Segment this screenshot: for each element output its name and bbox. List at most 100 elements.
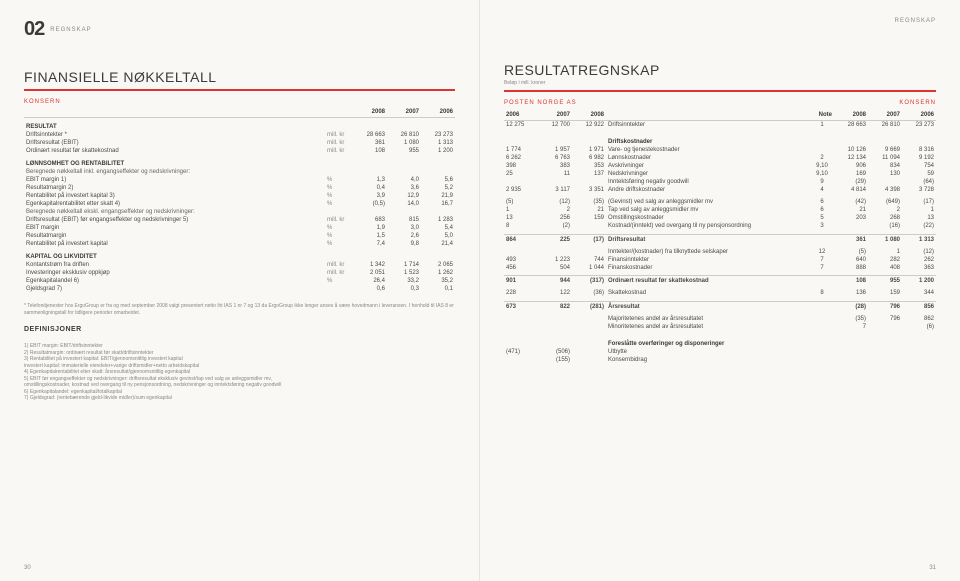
section-label-right: REGNSKAP bbox=[895, 18, 936, 24]
cell: 0,6 bbox=[353, 285, 387, 293]
row-label: Resultatmargin bbox=[24, 232, 325, 240]
page-number-02: 02 bbox=[24, 18, 44, 41]
row-label: Inntektsføring negativ goodwill bbox=[606, 178, 810, 186]
row-label: (Gevinst) ved salg av anleggsmidler mv bbox=[606, 198, 810, 206]
cell: 0,4 bbox=[353, 184, 387, 192]
footnote: * Telefonitjenester hos ErgoGroup er fra… bbox=[24, 303, 455, 316]
cell: 5,4 bbox=[421, 224, 455, 232]
row-unit: % bbox=[325, 176, 353, 184]
cell: 1,3 bbox=[353, 176, 387, 184]
row-unit: % bbox=[325, 200, 353, 208]
col-year: 2006 bbox=[421, 108, 455, 118]
row-label: Kontantstrøm fra driften bbox=[24, 261, 325, 269]
note-ref: 1 bbox=[810, 121, 834, 130]
row-label: EBIT margin bbox=[24, 224, 325, 232]
row-label: Ordinært resultat før skattekostnad bbox=[606, 276, 810, 286]
note-ref bbox=[810, 315, 834, 323]
cell: 1 523 bbox=[387, 269, 421, 277]
row-label: Driftsresultat bbox=[606, 234, 810, 244]
cell: 23 273 bbox=[421, 131, 455, 139]
row-label: Vare- og tjenestekostnader bbox=[606, 146, 810, 154]
row-label: Lønnskostnader bbox=[606, 154, 810, 162]
cell: 16,7 bbox=[421, 200, 455, 208]
cell: 1,9 bbox=[353, 224, 387, 232]
row-label: Avskrivninger bbox=[606, 162, 810, 170]
cell: 5,6 bbox=[421, 176, 455, 184]
row-label: Minoritetenes andel av årsresultatet bbox=[606, 323, 810, 331]
row-unit: mill. kr bbox=[325, 131, 353, 139]
row-label: EBIT margin 1) bbox=[24, 176, 325, 184]
cell: 1 200 bbox=[421, 147, 455, 155]
row-label: Omstillingskostnader bbox=[606, 214, 810, 222]
row-label: Utbytte bbox=[606, 348, 810, 356]
cell: 35,2 bbox=[421, 277, 455, 285]
col-year: 2007 bbox=[387, 108, 421, 118]
row-label: Foreslåtte overføringer og disponeringer bbox=[606, 335, 810, 348]
row-label: Kostnad/(inntekt) ved overgang til ny pe… bbox=[606, 222, 810, 230]
row-label: Inntekter/(kostnader) fra tilknyttede se… bbox=[606, 248, 810, 256]
note-ref bbox=[810, 146, 834, 154]
row-label: Finansinntekter bbox=[606, 256, 810, 264]
row-label: Egenkapitalrentabilitet etter skatt 4) bbox=[24, 200, 325, 208]
page-title-right: RESULTATREGNSKAP bbox=[504, 62, 660, 78]
cell: 14,0 bbox=[387, 200, 421, 208]
cell: 33,2 bbox=[387, 277, 421, 285]
cell: 1 283 bbox=[421, 216, 455, 224]
row-label: Andre driftskostnader bbox=[606, 186, 810, 194]
row-unit: mill. kr bbox=[325, 139, 353, 147]
cell: 21,9 bbox=[421, 192, 455, 200]
section-subheading: Beregnede nøkkeltall ekskl. engangseffek… bbox=[24, 208, 455, 216]
cell: 1 080 bbox=[387, 139, 421, 147]
note-ref bbox=[810, 335, 834, 348]
note-ref: 7 bbox=[810, 264, 834, 272]
key-figures-table: 2008 2007 2006 RESULTATDriftsinntekter *… bbox=[24, 108, 455, 293]
row-label: Driftsinntekter bbox=[606, 121, 810, 130]
cell: 5,0 bbox=[421, 232, 455, 240]
row-label: Egenkapitalandel 6) bbox=[24, 277, 325, 285]
title-row-right: RESULTATREGNSKAP Beløp i mill. kroner bbox=[504, 62, 936, 92]
cell: 1 262 bbox=[421, 269, 455, 277]
row-label: Driftsresultat (EBIT) før engangseffekte… bbox=[24, 216, 325, 224]
note-ref: 3 bbox=[810, 222, 834, 230]
row-unit bbox=[325, 285, 353, 293]
cell: 4,0 bbox=[387, 176, 421, 184]
row-unit: % bbox=[325, 184, 353, 192]
cell: 12,9 bbox=[387, 192, 421, 200]
row-unit: % bbox=[325, 224, 353, 232]
cell: 815 bbox=[387, 216, 421, 224]
note-ref: 5 bbox=[810, 214, 834, 222]
row-label: Driftskostnader bbox=[606, 133, 810, 146]
cell: 683 bbox=[353, 216, 387, 224]
note-ref: 4 bbox=[810, 186, 834, 194]
konsern-label: KONSERN bbox=[24, 99, 455, 105]
footer-page-number-right: 31 bbox=[929, 565, 936, 571]
cell: 21,4 bbox=[421, 240, 455, 248]
row-label: Nedskrivninger bbox=[606, 170, 810, 178]
income-statement-table: 2006 2007 2008 Note 2008 2007 2006 12 27… bbox=[504, 111, 936, 364]
cell: 2 051 bbox=[353, 269, 387, 277]
row-label: Driftsresultat (EBIT) bbox=[24, 139, 325, 147]
note-ref bbox=[810, 133, 834, 146]
note-ref: 2 bbox=[810, 154, 834, 162]
col-year: 2008 bbox=[353, 108, 387, 118]
row-unit: mill. kr bbox=[325, 147, 353, 155]
cell: 1 313 bbox=[421, 139, 455, 147]
cell: 108 bbox=[353, 147, 387, 155]
note-ref: 9,10 bbox=[810, 162, 834, 170]
row-unit: mill. kr bbox=[325, 261, 353, 269]
entity-label: POSTEN NORGE AS bbox=[504, 100, 577, 106]
row-unit: % bbox=[325, 277, 353, 285]
note-ref bbox=[810, 301, 834, 311]
footer-page-number: 30 bbox=[24, 565, 31, 571]
cell: 361 bbox=[353, 139, 387, 147]
row-unit: % bbox=[325, 240, 353, 248]
note-ref bbox=[810, 234, 834, 244]
row-label: Investeringer eksklusiv oppkjøp bbox=[24, 269, 325, 277]
cell: 5,2 bbox=[421, 184, 455, 192]
note-ref: 6 bbox=[810, 198, 834, 206]
note-ref: 6 bbox=[810, 206, 834, 214]
cell: 3,6 bbox=[387, 184, 421, 192]
cell: 0,1 bbox=[421, 285, 455, 293]
right-page: REGNSKAP RESULTATREGNSKAP Beløp i mill. … bbox=[480, 0, 960, 581]
row-label: Rentabilitet på investert kapital bbox=[24, 240, 325, 248]
